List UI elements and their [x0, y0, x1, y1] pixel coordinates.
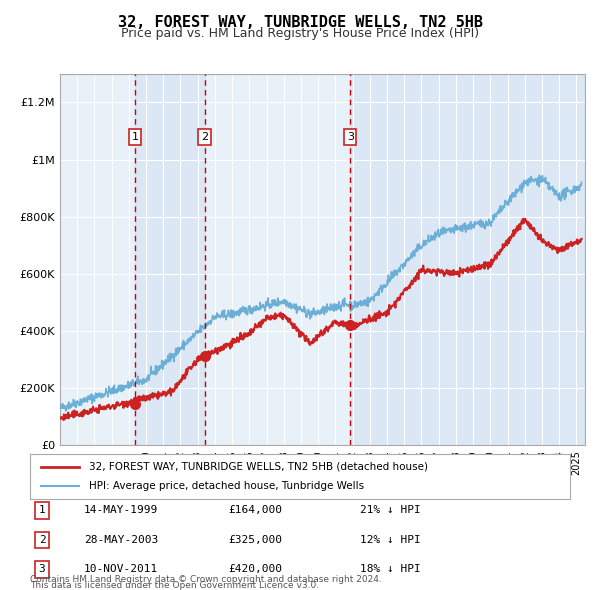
Bar	[135, 74, 205, 445]
Text: 3: 3	[347, 132, 354, 142]
Text: 21% ↓ HPI: 21% ↓ HPI	[360, 506, 421, 515]
Text: 3: 3	[38, 565, 46, 574]
Text: Price paid vs. HM Land Registry's House Price Index (HPI): Price paid vs. HM Land Registry's House …	[121, 27, 479, 40]
Text: Contains HM Land Registry data © Crown copyright and database right 2024.: Contains HM Land Registry data © Crown c…	[30, 575, 382, 584]
Text: £325,000: £325,000	[228, 535, 282, 545]
Text: 14-MAY-1999: 14-MAY-1999	[84, 506, 158, 515]
Bar	[60, 74, 135, 445]
Text: 18% ↓ HPI: 18% ↓ HPI	[360, 565, 421, 574]
Text: 32, FOREST WAY, TUNBRIDGE WELLS, TN2 5HB (detached house): 32, FOREST WAY, TUNBRIDGE WELLS, TN2 5HB…	[89, 462, 428, 471]
Text: 2: 2	[38, 535, 46, 545]
Text: This data is licensed under the Open Government Licence v3.0.: This data is licensed under the Open Gov…	[30, 581, 319, 590]
Text: 10-NOV-2011: 10-NOV-2011	[84, 565, 158, 574]
Text: 32, FOREST WAY, TUNBRIDGE WELLS, TN2 5HB: 32, FOREST WAY, TUNBRIDGE WELLS, TN2 5HB	[118, 15, 482, 30]
Text: £420,000: £420,000	[228, 565, 282, 574]
Text: £164,000: £164,000	[228, 506, 282, 515]
Text: 12% ↓ HPI: 12% ↓ HPI	[360, 535, 421, 545]
Text: 1: 1	[132, 132, 139, 142]
Bar	[205, 74, 350, 445]
Text: 2: 2	[201, 132, 208, 142]
Bar	[350, 74, 585, 445]
Text: HPI: Average price, detached house, Tunbridge Wells: HPI: Average price, detached house, Tunb…	[89, 481, 365, 491]
Text: 28-MAY-2003: 28-MAY-2003	[84, 535, 158, 545]
Text: 1: 1	[38, 506, 46, 515]
